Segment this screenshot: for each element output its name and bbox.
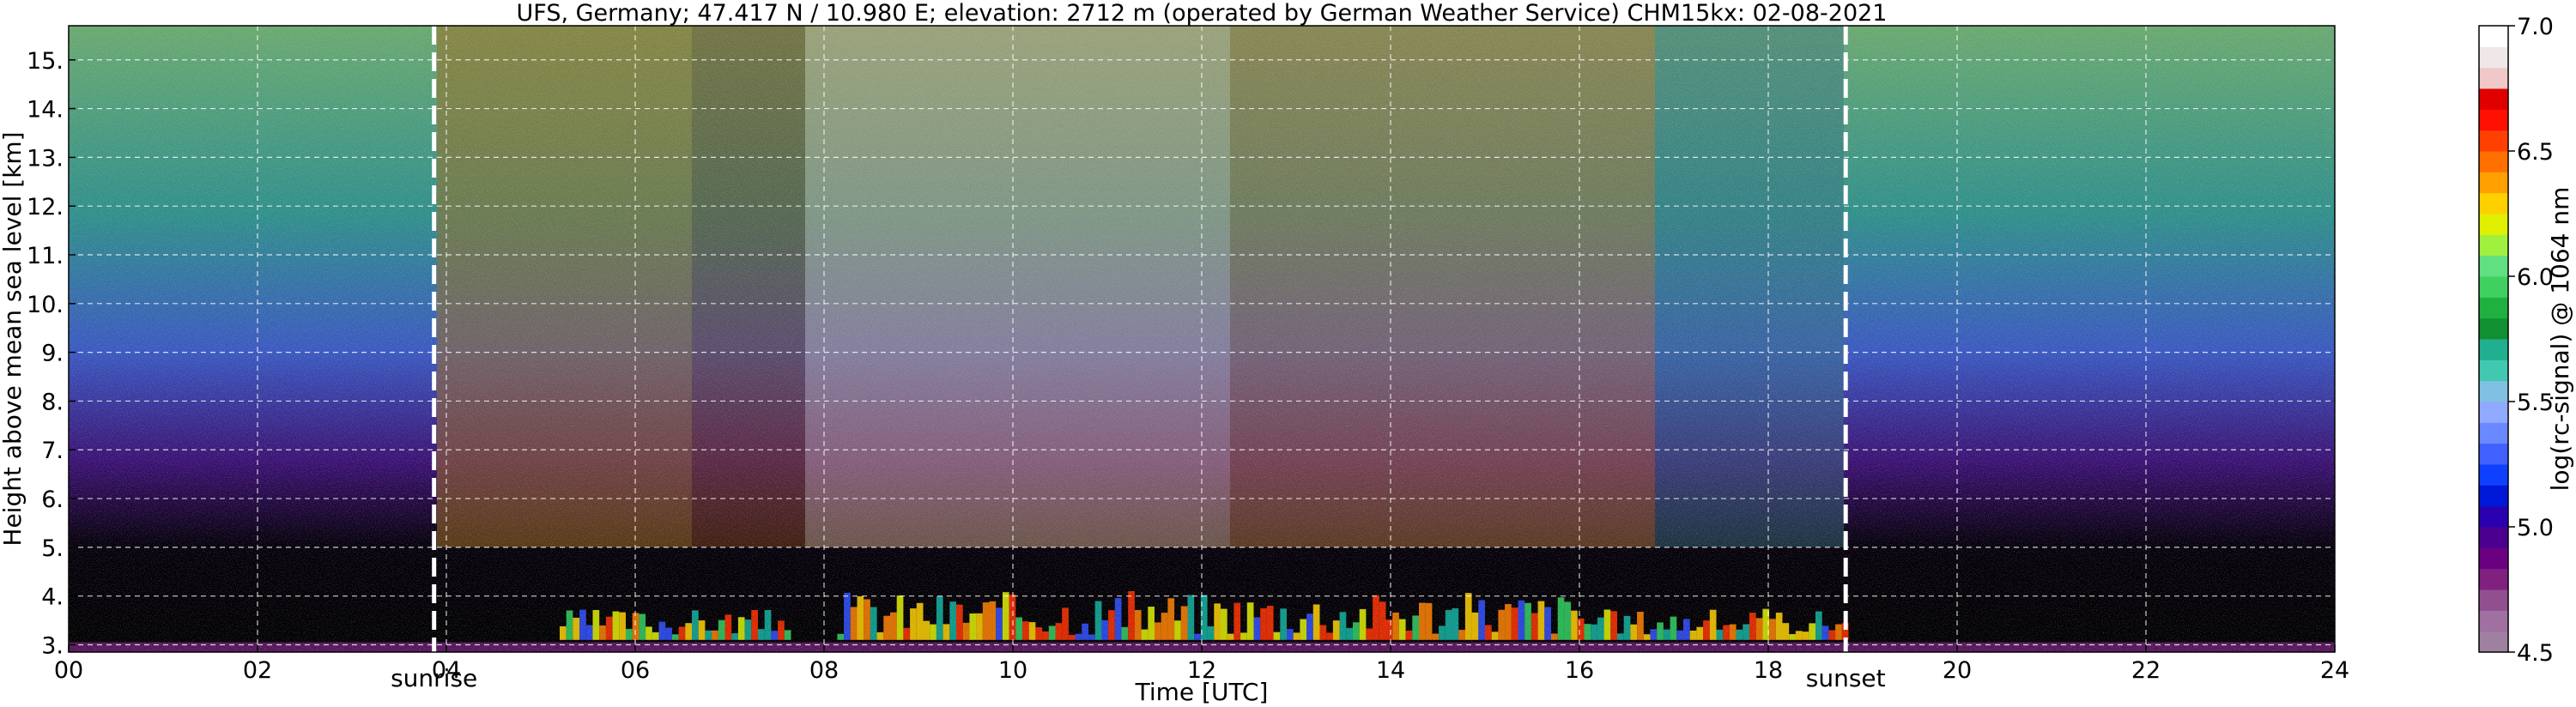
x-tick-label: 06 [621,657,650,684]
colorbar-tick-label: 5.5 [2517,390,2554,416]
y-tick-label: 15. [27,48,64,75]
x-tick-label: 12 [1187,657,1216,684]
colorbar-cell [2479,109,2508,131]
colorbar: 4.5 5.0 5.5 6.0 6.5 7.0 log(rc-signal) @ 1064… [2478,14,2574,667]
y-tick-label: 7. [41,438,64,464]
colorbar-cell [2479,547,2508,570]
x-tick-label: 10 [998,657,1027,684]
colorbar-cell [2479,505,2508,528]
y-tick-label: 6. [41,486,64,513]
sunrise-label: sunrise [391,664,477,692]
colorbar-cell [2479,130,2508,152]
colorbar-cell [2479,192,2508,215]
y-tick-label: 9. [41,341,64,367]
colorbar-cell [2479,317,2508,340]
y-axis-label: Height above mean sea level [km] [0,131,27,546]
colorbar-cell [2479,26,2508,47]
colorbar-cell [2479,589,2508,611]
x-tick-label: 24 [2320,657,2349,684]
colorbar-cell [2479,568,2508,590]
y-tick-label: 8. [41,389,64,415]
plot-area: sunrise sunset 00 02 04 06 08 10 12 14 16 18 20 22 24… [27,25,2349,692]
x-tick-label: 04 [432,657,461,684]
colorbar-cell [2479,276,2508,298]
x-tick-label: 18 [1754,657,1783,684]
colorbar-cell [2479,485,2508,507]
x-tick-label: 08 [809,657,839,684]
colorbar-cell [2479,631,2508,653]
colorbar-cell [2479,464,2508,486]
y-tick-label: 12. [27,194,64,221]
colorbar-tick-label: 6.5 [2517,139,2554,166]
colorbar-cell [2479,46,2508,69]
colorbar-cell [2479,297,2508,319]
colorbar-cell [2479,527,2508,548]
y-tick-label: 5. [41,535,64,562]
y-tick-label: 11. [27,243,64,269]
colorbar-tick-label: 4.5 [2517,640,2554,667]
colorbar-cell [2479,422,2508,444]
y-tick-label: 4. [41,584,64,611]
x-tick-label: 14 [1376,657,1405,684]
x-tick-label: 22 [2131,657,2161,684]
colorbar-frame [2478,25,2509,653]
colorbar-tick-label: 6.0 [2517,264,2554,291]
colorbar-cell [2479,443,2508,465]
x-tick-label: 16 [1565,657,1594,684]
colorbar-cell [2479,151,2508,172]
colorbar-tick-label: 7.0 [2517,14,2554,40]
y-tick-label: 3. [41,632,64,659]
colorbar-cell [2479,88,2508,110]
colorbar-cell [2479,380,2508,402]
colorbar-cell [2479,255,2508,277]
colorbar-cell [2479,234,2508,257]
colorbar-label: log(rc-signal) @ 1064 nm [2546,187,2574,492]
plot-grid [68,26,2336,652]
y-tick-label: 10. [27,292,64,318]
x-axis-label: Time [UTC] [1135,678,1269,706]
colorbar-tick-label: 5.0 [2517,515,2554,541]
colorbar-cell [2479,360,2508,382]
colorbar-cell [2479,172,2508,194]
colorbar-cell [2479,610,2508,632]
chart-title: UFS, Germany; 47.417 N / 10.980 E; eleva… [517,0,1888,27]
y-tick-label: 14. [27,97,64,124]
colorbar-cell [2479,402,2508,423]
colorbar-cell [2479,339,2508,360]
x-tick-label: 00 [54,657,83,684]
colorbar-cell [2479,214,2508,235]
sunset-label: sunset [1806,664,1886,692]
x-tick-label: 02 [243,657,272,684]
x-tick-label: 20 [1943,657,1972,684]
y-tick-label: 13. [27,145,64,172]
colorbar-cell [2479,67,2508,89]
